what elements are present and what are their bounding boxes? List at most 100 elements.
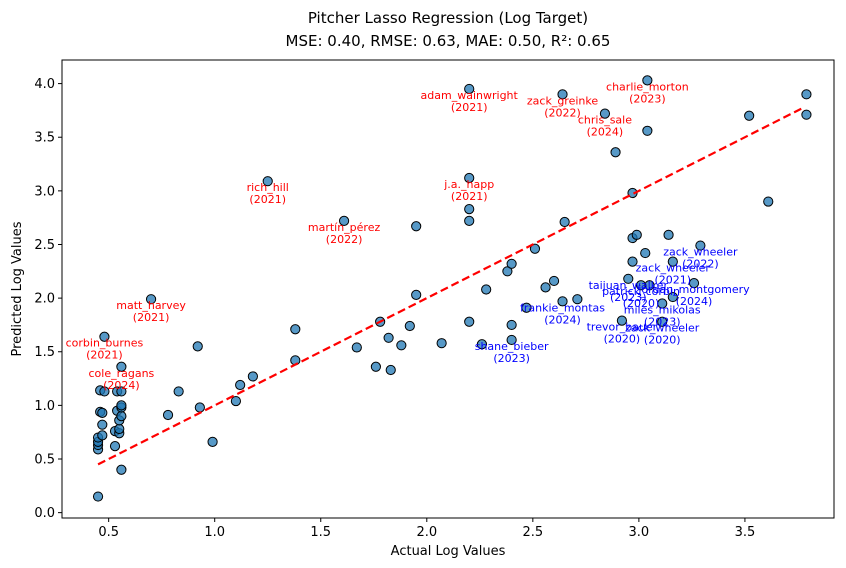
data-point (370, 361, 381, 372)
data-point (290, 324, 301, 335)
x-tick-label: 2.0 (416, 525, 437, 540)
annotation-name: frankie_montas (520, 301, 605, 314)
data-point (481, 284, 492, 295)
annotation-name: chris_sale (578, 114, 632, 127)
data-point (351, 342, 362, 353)
data-point (116, 386, 127, 397)
x-tick-label: 2.5 (522, 525, 543, 540)
annotation-year: (2021) (133, 311, 170, 324)
y-tick-label: 2.0 (34, 292, 55, 307)
annotation-name: j.a._happ (443, 178, 494, 191)
annotation-name: taijuan_walker (589, 279, 669, 292)
annotation-name: patrick_corbin (602, 285, 680, 298)
data-point (631, 229, 642, 240)
data-point (464, 203, 475, 215)
data-point (540, 282, 551, 293)
data-point (616, 315, 628, 326)
annotation-year: (2022) (544, 106, 581, 119)
data-point (548, 275, 560, 287)
data-point (116, 411, 127, 422)
annotation-name: zack_wheeler (663, 246, 738, 259)
annotation-year: (2024) (676, 295, 713, 308)
annotation-name: cole_ragans (88, 367, 154, 380)
annotation-name: trevor_bauer (587, 321, 658, 334)
data-point (610, 147, 621, 158)
x-axis-label: Actual Log Values (391, 544, 506, 559)
data-point (385, 364, 396, 376)
data-point (521, 302, 532, 313)
data-point (801, 89, 812, 100)
data-point (173, 386, 184, 397)
annotation-year: (2020) (623, 297, 660, 310)
data-point (695, 240, 706, 251)
data-point (194, 402, 205, 413)
y-tick-label: 4.0 (34, 77, 55, 92)
annotation-name: martín_pérez (308, 221, 381, 234)
annotation-year: (2020) (644, 334, 681, 347)
y-axis: 0.0 0.5 1.0 1.5 2.0 2.5 3.0 3.5 4.0 (34, 77, 62, 521)
annotation-name: adam_wainwright (421, 89, 519, 102)
annotation-name: zack_greinke (527, 94, 598, 107)
data-point (338, 215, 350, 226)
data-point (411, 221, 422, 232)
data-point (383, 332, 394, 343)
annotation-year: (2024) (103, 379, 140, 392)
annotations: adam_wainwright(2021)zack_greinke(2022)c… (66, 80, 751, 391)
data-point (744, 110, 755, 121)
data-point (529, 243, 541, 254)
data-point (116, 361, 127, 372)
x-axis: 0.5 1.0 1.5 2.0 2.5 3.0 3.5 (98, 518, 755, 540)
plot-frame (61, 59, 835, 519)
annotation-name: miles_mikolas (624, 303, 701, 316)
data-point (262, 176, 273, 187)
data-point (559, 216, 570, 228)
y-tick-label: 0.0 (34, 506, 55, 521)
data-point (667, 291, 678, 303)
data-point (801, 109, 812, 120)
annotation-name: charlie_morton (606, 80, 689, 93)
y-tick-label: 1.5 (34, 345, 55, 360)
data-point (506, 319, 517, 331)
data-point (688, 278, 700, 289)
data-point (97, 419, 108, 430)
data-point (557, 296, 568, 307)
x-tick-label: 0.5 (98, 525, 119, 540)
chart-subtitle: MSE: 0.40, RMSE: 0.63, MAE: 0.50, R²: 0.… (286, 32, 611, 50)
data-point (464, 316, 475, 327)
annotation-year: (2021) (655, 274, 692, 287)
annotation-year: (2024) (544, 313, 581, 326)
data-point (464, 215, 475, 226)
data-point (657, 298, 668, 309)
data-point (247, 371, 258, 382)
annotation-name: matt_harvey (116, 299, 186, 312)
data-point (667, 256, 678, 267)
y-tick-label: 0.5 (34, 453, 55, 468)
data-point (599, 108, 611, 119)
data-point (97, 430, 108, 441)
data-point (502, 266, 513, 277)
annotation-year: (2021) (451, 190, 488, 203)
data-point (99, 331, 110, 342)
data-point (404, 320, 415, 332)
data-point (162, 409, 174, 421)
annotation-year: (2020) (604, 333, 641, 346)
data-point (506, 258, 517, 269)
data-point (207, 436, 218, 447)
x-tick-label: 3.0 (629, 525, 650, 540)
data-point (627, 256, 638, 267)
data-point (411, 289, 422, 300)
annotation-year: (2021) (249, 193, 286, 206)
data-point (572, 294, 583, 305)
data-point (97, 407, 108, 418)
data-point (506, 334, 517, 346)
data-point (657, 316, 668, 327)
y-tick-label: 1.0 (34, 399, 55, 414)
data-point (192, 341, 203, 352)
y-tick-label: 3.0 (34, 184, 55, 199)
data-point (145, 294, 157, 305)
data-point (92, 491, 104, 502)
data-point (464, 83, 475, 95)
data-point (464, 172, 475, 184)
data-point (230, 395, 242, 407)
